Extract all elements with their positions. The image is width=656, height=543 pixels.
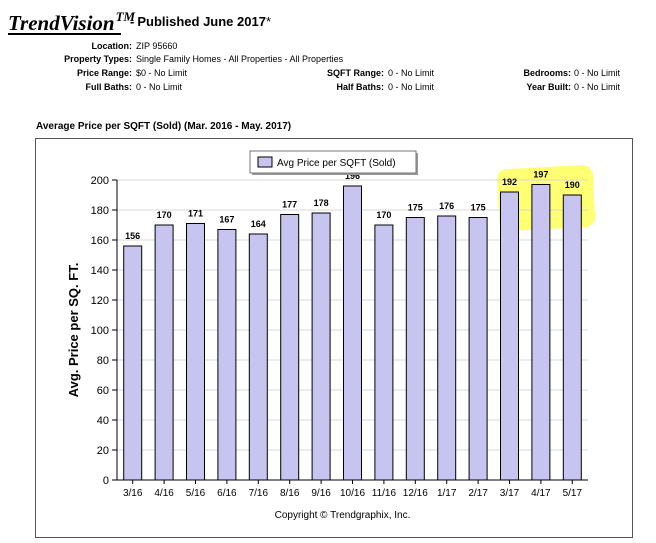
criteria-property-types-value: Single Family Homes - All Properties - A… — [136, 54, 344, 64]
published-date: - Published June 2017* — [130, 14, 272, 29]
y-tick-label: 60 — [97, 385, 109, 397]
bar-value-label: 170 — [376, 210, 391, 220]
criteria-price-range-label: Price Range: — [76, 68, 132, 78]
bar — [123, 245, 143, 481]
bar — [374, 224, 394, 481]
chart-title: Average Price per SQFT (Sold) (Mar. 2016… — [36, 121, 292, 132]
y-tick-label: 100 — [91, 325, 109, 337]
brand-name: TrendVision — [8, 11, 115, 35]
published-text: Published June 2017 — [137, 14, 266, 29]
bar-value-label: 176 — [439, 201, 454, 211]
bar — [405, 217, 425, 481]
bar-value-label: 192 — [502, 177, 517, 187]
x-tick-label: 9/16 — [311, 488, 331, 499]
bar — [437, 215, 457, 481]
criteria-location-label: Location: — [91, 41, 133, 51]
y-tick-label: 200 — [91, 175, 109, 187]
criteria-full-baths-value: 0 - No Limit — [136, 82, 183, 92]
x-tick-label: 3/17 — [500, 488, 520, 499]
bar — [343, 185, 362, 481]
criteria-location-value: ZIP 95660 — [136, 41, 178, 51]
x-tick-label: 5/16 — [186, 488, 206, 499]
copyright-footer: Copyright © Trendgraphix, Inc. — [275, 510, 411, 521]
x-tick-label: 1/17 — [437, 488, 457, 499]
bar — [562, 194, 582, 481]
criteria-price-range-value: $0 - No Limit — [136, 68, 188, 78]
y-tick-label: 140 — [91, 265, 109, 277]
bar-value-label: 167 — [219, 215, 234, 225]
bar-value-label: 171 — [188, 209, 203, 219]
x-tick-label: 3/16 — [123, 488, 143, 499]
x-tick-label: 2/17 — [468, 488, 488, 499]
bar — [500, 191, 519, 481]
brand-underline — [8, 33, 121, 35]
y-axis-title: Avg. Price per SQ. FT. — [66, 263, 81, 398]
bar-value-label: 190 — [565, 180, 580, 190]
x-tick-label: 5/17 — [563, 488, 583, 499]
criteria-bedrooms-value: 0 - No Limit — [574, 68, 621, 78]
x-tick-label: 12/16 — [403, 488, 428, 499]
criteria-property-types-label: Property Types: — [64, 54, 132, 64]
criteria-bedrooms-label: Bedrooms: — [523, 68, 571, 78]
bar — [154, 224, 174, 481]
x-tick-label: 8/16 — [280, 488, 300, 499]
bar-value-label: 196 — [345, 171, 360, 181]
x-tick-label: 4/16 — [154, 488, 174, 499]
bar — [311, 212, 331, 481]
bar-value-label: 156 — [125, 231, 140, 241]
y-tick-label: 20 — [97, 445, 109, 457]
bar — [468, 217, 488, 481]
y-tick-label: 160 — [91, 235, 109, 247]
bar — [217, 229, 237, 481]
criteria-half-baths-label: Half Baths: — [336, 82, 384, 92]
report-header: TrendVisionTM - Published June 2017* — [8, 4, 648, 38]
legend-swatch — [257, 156, 273, 168]
bar-value-label: 175 — [408, 203, 423, 213]
criteria-year-built-value: 0 - No Limit — [574, 82, 621, 92]
x-tick-label: 7/16 — [249, 488, 269, 499]
bar — [186, 223, 205, 481]
y-tick-label: 0 — [103, 475, 109, 487]
bar-value-label: 170 — [157, 210, 172, 220]
x-tick-label: 11/16 — [372, 488, 397, 499]
criteria-year-built-label: Year Built: — [526, 82, 571, 92]
brand-logo: TrendVisionTM — [8, 4, 135, 36]
bar — [248, 233, 268, 481]
bar — [280, 214, 300, 481]
bar — [531, 184, 551, 481]
criteria-sqft-range-value: 0 - No Limit — [388, 68, 435, 78]
x-tick-label: 10/16 — [340, 488, 365, 499]
published-asterisk: * — [265, 14, 272, 29]
criteria-half-baths-value: 0 - No Limit — [388, 82, 435, 92]
criteria-sqft-range-label: SQFT Range: — [326, 68, 384, 78]
trademark: TM — [115, 9, 136, 24]
bar-value-label: 164 — [251, 219, 266, 229]
y-tick-label: 80 — [97, 355, 109, 367]
y-tick-label: 40 — [97, 415, 109, 427]
legend-label: Avg Price per SQFT (Sold) — [277, 158, 396, 169]
legend-box — [249, 150, 417, 174]
y-tick-label: 180 — [91, 205, 109, 217]
y-tick-label: 120 — [91, 295, 109, 307]
bar-value-label: 197 — [533, 170, 548, 180]
bar-value-label: 175 — [471, 203, 486, 213]
criteria-full-baths-label: Full Baths: — [85, 82, 133, 92]
x-tick-label: 4/17 — [531, 488, 551, 499]
bar-value-label: 177 — [282, 200, 297, 210]
x-tick-label: 6/16 — [217, 488, 237, 499]
bar-value-label: 178 — [314, 198, 329, 208]
